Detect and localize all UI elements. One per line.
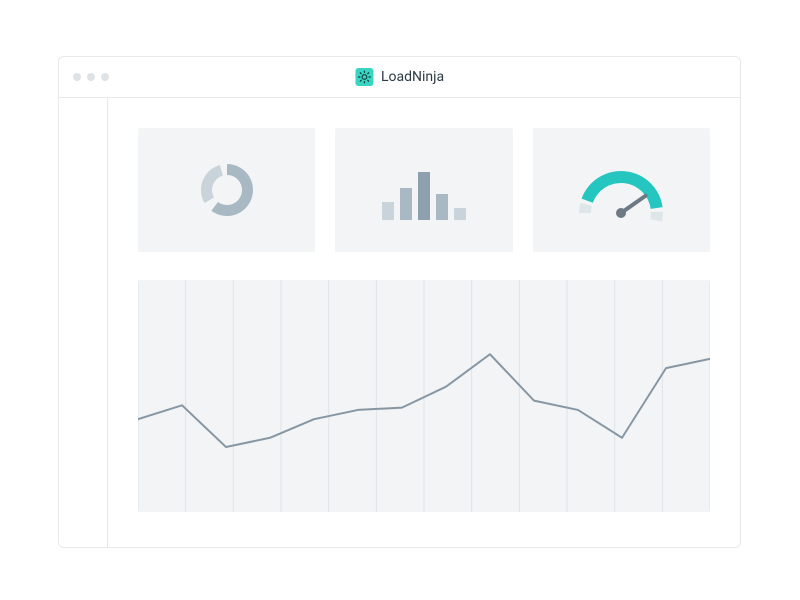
titlebar-center: LoadNinja bbox=[355, 68, 444, 86]
window-dot-max[interactable] bbox=[101, 73, 109, 81]
bar-card bbox=[335, 128, 512, 252]
app-logo-icon bbox=[355, 68, 373, 86]
app-title: LoadNinja bbox=[381, 69, 444, 85]
donut-chart bbox=[187, 150, 267, 230]
cards-row bbox=[138, 128, 710, 252]
titlebar: LoadNinja bbox=[59, 57, 740, 98]
gauge-card bbox=[533, 128, 710, 252]
bar-chart bbox=[374, 160, 474, 220]
gauge-chart bbox=[566, 155, 676, 225]
sidebar bbox=[59, 98, 108, 548]
line-chart-panel bbox=[138, 280, 710, 512]
window-controls bbox=[73, 73, 109, 81]
window-dot-min[interactable] bbox=[87, 73, 95, 81]
donut-card bbox=[138, 128, 315, 252]
body bbox=[59, 98, 740, 548]
line-chart bbox=[138, 280, 710, 512]
window-dot-close[interactable] bbox=[73, 73, 81, 81]
main-content bbox=[108, 98, 740, 548]
browser-window: LoadNinja bbox=[58, 56, 741, 548]
